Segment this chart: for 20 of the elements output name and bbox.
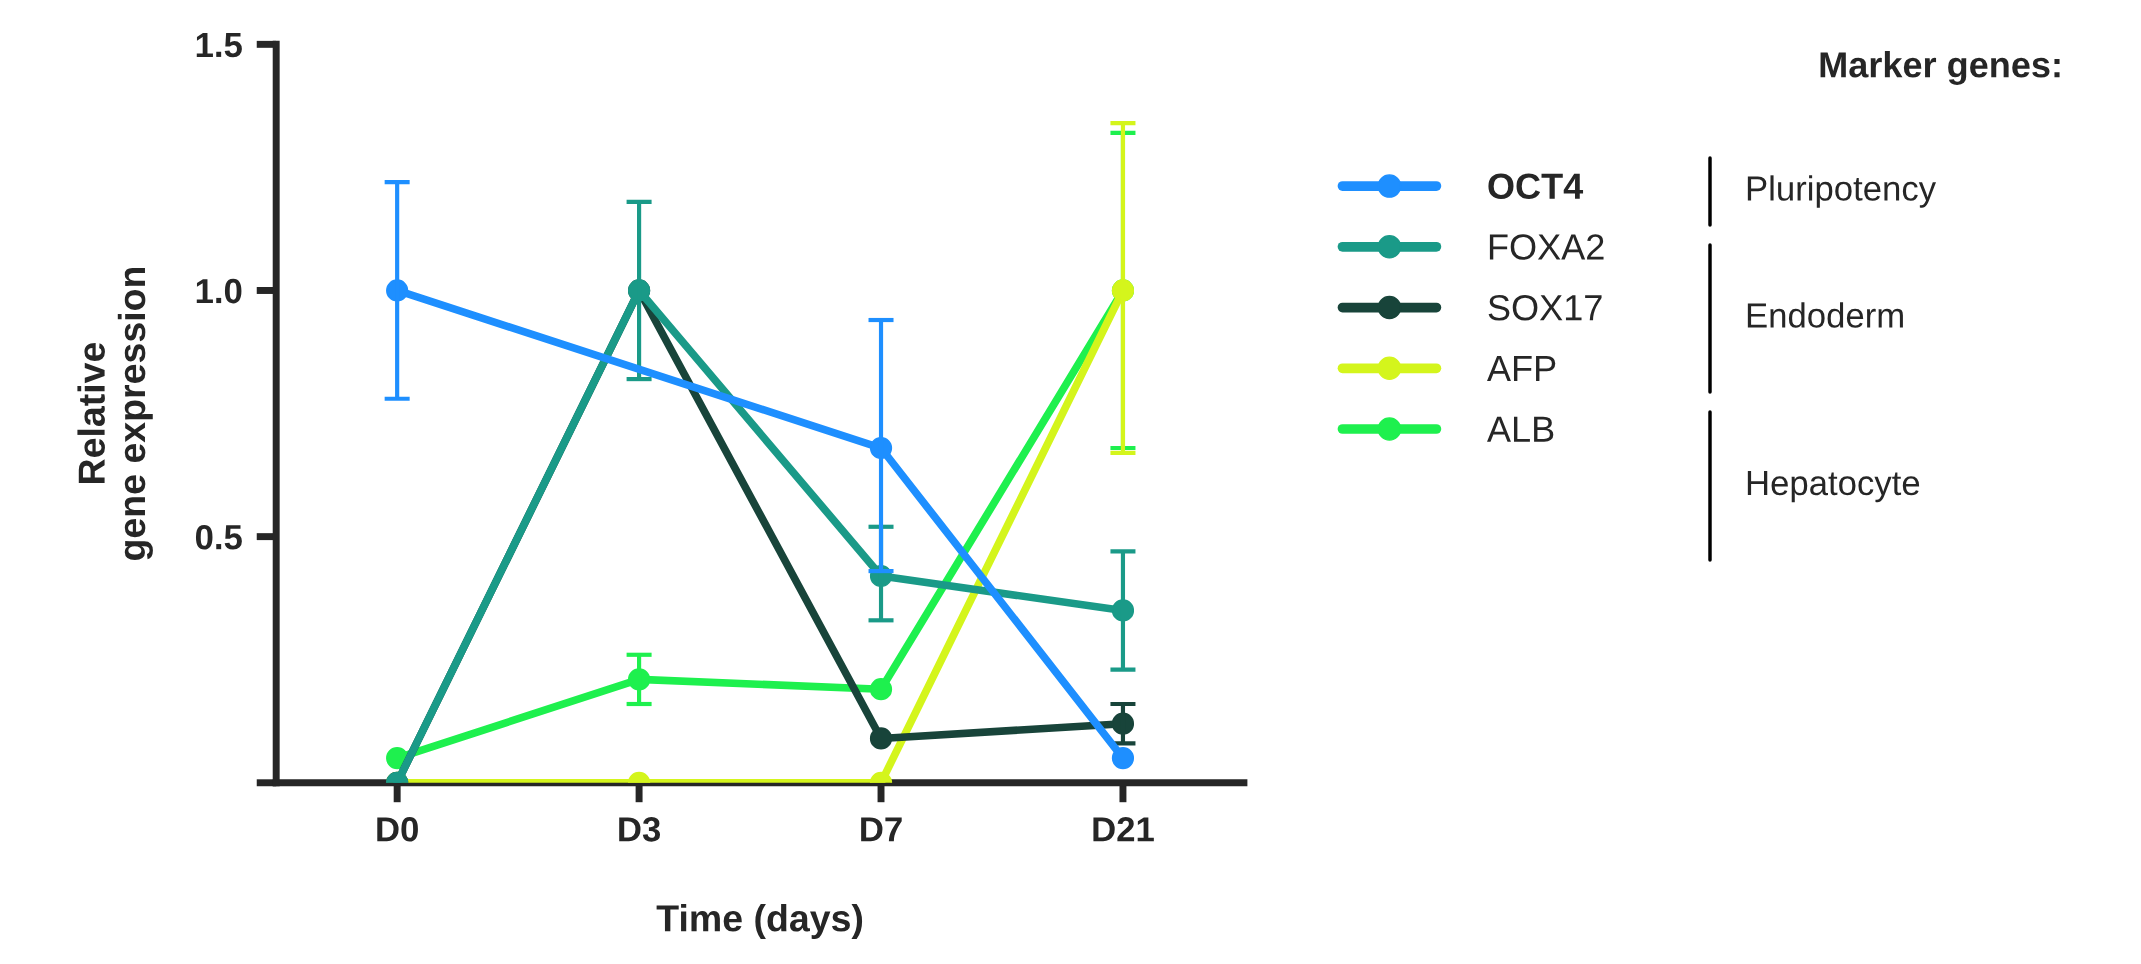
x-tick-label: D3 [619,817,661,842]
legend-label: AFP [1487,356,1556,381]
x-tick-label: D21 [1093,817,1154,842]
point [869,678,893,701]
text: Hepatocyte [1747,471,1920,503]
legend-label: FOXA2 [1489,234,1604,260]
legend-label: SOX17 [1488,294,1602,321]
text: Pluripotency [1747,175,1937,208]
legend-label: OCT4 [1488,173,1584,200]
x-axis-title: Time (days) [656,904,863,939]
x-tick-label: D7 [861,817,902,842]
y-tick-label: 1.0 [196,278,242,304]
text: Endoderm [1747,302,1903,328]
x-tick-label: D0 [377,817,418,842]
point [869,727,893,750]
y-tick-label: 1.5 [196,33,242,58]
y-tick-label: 0.5 [195,524,242,550]
legend-label: ALB [1487,416,1554,442]
y-axis-title: Relative gene expression [77,267,153,560]
legend-title: Marker genes: [1820,51,2060,85]
